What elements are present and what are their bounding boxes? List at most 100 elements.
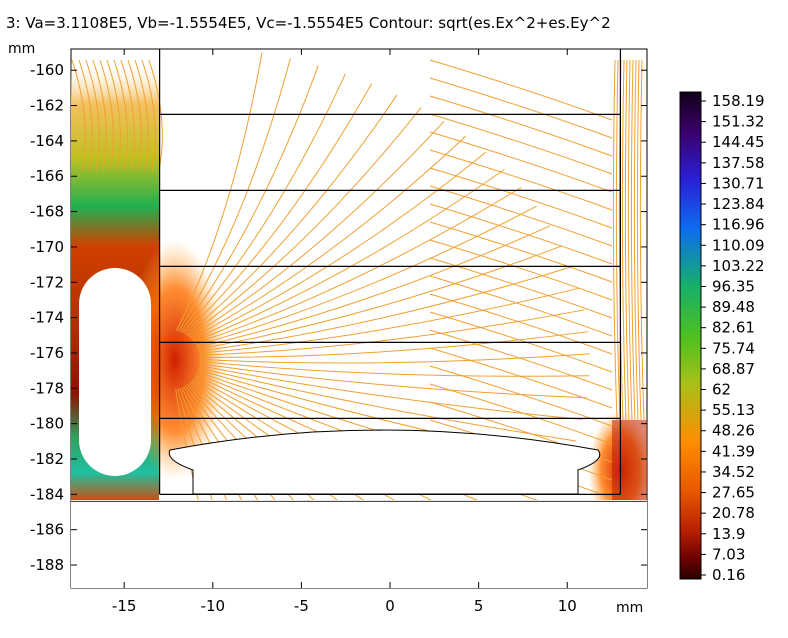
contour-line <box>199 365 583 420</box>
contour-line <box>85 59 100 171</box>
colorbar-tick-label: 151.32 <box>712 113 765 131</box>
plot-title: 3: Va=3.1108E5, Vb=-1.5554E5, Vc=-1.5554… <box>6 14 611 32</box>
contour-line <box>190 135 466 340</box>
y-tick-label: -184 <box>30 485 64 503</box>
colorbar-tick-label: 48.26 <box>712 422 755 440</box>
colorbar-tick-label: 116.96 <box>712 216 765 234</box>
contour-line <box>194 186 522 345</box>
contour-line <box>633 59 639 421</box>
colorbar-tick-label: 89.48 <box>712 298 755 316</box>
colorbar-tick-label: 103.22 <box>712 257 765 275</box>
bottom-empty-region <box>71 500 647 588</box>
geometry-lines <box>71 49 647 502</box>
contour-line <box>92 59 107 171</box>
colorbar-tick-label: 68.87 <box>712 360 755 378</box>
contour-line <box>429 329 613 391</box>
contour-line <box>127 59 142 171</box>
contour-line <box>639 59 645 421</box>
y-tick-label: -176 <box>30 344 64 362</box>
colorbar-tick-label: 144.45 <box>712 133 765 151</box>
y-tick-label: -166 <box>30 167 64 185</box>
y-tick-label: -160 <box>30 61 64 79</box>
contour-line <box>429 185 613 247</box>
x-axis-unit: mm <box>616 600 643 616</box>
y-tick-label: -172 <box>30 273 64 291</box>
y-tick-label: -180 <box>30 415 64 433</box>
contour-line <box>71 59 86 171</box>
contour-line <box>134 59 149 171</box>
contour-line <box>141 59 156 171</box>
contour-line <box>106 59 121 171</box>
contour-line <box>198 266 572 352</box>
bottom-hole <box>168 429 601 495</box>
contour-line <box>429 257 613 319</box>
colorbar-tick-label: 75.74 <box>712 339 755 357</box>
contour-line <box>199 363 588 399</box>
colorbar-tick-label: 82.61 <box>712 319 755 337</box>
colorbar-tick-label: 34.52 <box>712 463 755 481</box>
y-axis: -160 -162 -164 -166 -168 -170 -172 -174 -176 -178… <box>30 61 647 574</box>
contour-line <box>624 59 630 421</box>
contour-line <box>78 59 93 171</box>
y-tick-label: -186 <box>30 521 64 539</box>
contour-line <box>192 151 487 341</box>
contour-line <box>615 59 621 421</box>
x-tick-label: -15 <box>112 597 137 615</box>
y-tick-label: -188 <box>30 556 64 574</box>
contour-line <box>197 245 562 350</box>
y-tick-label: -174 <box>30 309 64 327</box>
contour-line <box>99 59 114 171</box>
colorbar-tick-label: 27.65 <box>712 484 755 502</box>
contour-line <box>429 203 613 265</box>
contour-line <box>199 309 585 356</box>
y-tick-label: -178 <box>30 379 64 397</box>
contour-line <box>429 275 613 337</box>
contour-line <box>627 59 633 421</box>
x-axis: -15 -10 -5 0 5 10 <box>112 49 577 615</box>
colorbar-tick-label: 13.9 <box>712 525 745 543</box>
y-tick-label: -164 <box>30 132 64 150</box>
contour-line <box>429 59 613 121</box>
y-axis-unit: mm <box>8 41 35 57</box>
contour-line <box>182 73 346 334</box>
colorbar-tick-label: 123.84 <box>712 195 765 213</box>
contour-line <box>187 107 422 337</box>
contour-line <box>199 287 580 354</box>
contour-line <box>198 367 576 442</box>
contour-line <box>429 239 613 301</box>
contour-line <box>429 95 613 157</box>
colorbar-tick-label: 96.35 <box>712 277 755 295</box>
contour-line <box>199 331 589 358</box>
contour-line <box>193 168 505 343</box>
contour-line <box>184 83 373 335</box>
colorbar-tick-label: 20.78 <box>712 504 755 522</box>
contour-line <box>429 347 613 409</box>
contour-line <box>621 59 627 421</box>
contour-line <box>630 59 636 421</box>
contour-line <box>199 361 590 377</box>
colorbar-tick-label: 41.39 <box>712 442 755 460</box>
contour-line <box>178 58 291 332</box>
y-tick-label: -170 <box>30 238 64 256</box>
contour-line <box>429 77 613 139</box>
contour-line <box>429 293 613 355</box>
contour-line <box>636 59 642 421</box>
contour-line <box>199 353 590 364</box>
colorbar-tick-label: 110.09 <box>712 236 765 254</box>
colorbar-tick-label: 62 <box>712 381 731 399</box>
colorbar-tick-label: 7.03 <box>712 545 745 563</box>
contour-line <box>120 59 135 171</box>
colorbar-tick-label: 130.71 <box>712 174 765 192</box>
field-layer <box>71 49 647 588</box>
x-tick-label: -10 <box>201 597 226 615</box>
contour-line <box>612 59 618 421</box>
contour-line <box>429 167 613 229</box>
colorbar-ticks: 158.19 151.32 144.45 137.58 130.71 123.84 116.… <box>701 92 765 584</box>
contour-line <box>429 113 613 175</box>
x-tick-label: 10 <box>558 597 577 615</box>
y-tick-label: -182 <box>30 450 64 468</box>
contour-line <box>113 59 128 171</box>
contour-line <box>185 385 350 588</box>
x-tick-label: -5 <box>294 597 309 615</box>
